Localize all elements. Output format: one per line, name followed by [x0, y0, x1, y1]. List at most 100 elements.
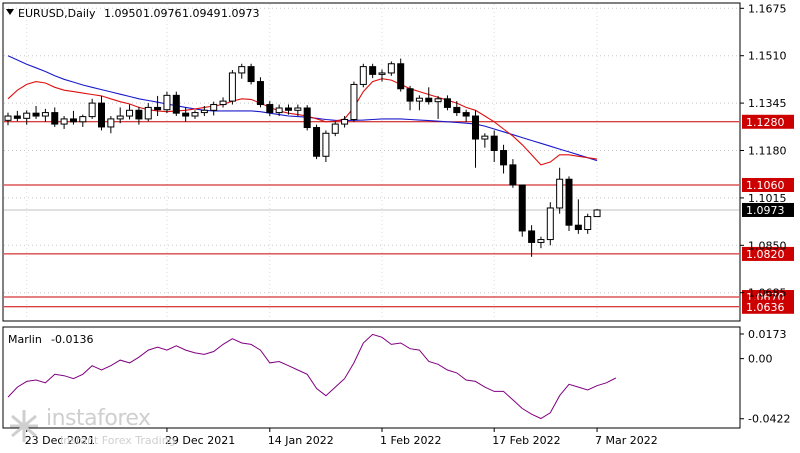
candle-bear — [266, 104, 274, 114]
candle-bear — [406, 88, 414, 102]
level-label: 1.0820 — [746, 248, 785, 261]
price-tick-label: 1.0850 — [748, 239, 787, 252]
level-label-box — [742, 299, 794, 314]
candle-bull — [191, 112, 199, 117]
candle-bull — [378, 72, 386, 75]
marlin-indicator — [7, 333, 617, 420]
candle-bull — [126, 109, 134, 117]
price-tick-label: 1.1675 — [748, 2, 787, 15]
candle-bear — [313, 127, 321, 157]
candle-bear — [98, 102, 105, 128]
candle-bull — [107, 118, 115, 128]
candle-bull — [41, 112, 49, 117]
instaforex-logo-icon — [10, 410, 38, 442]
candle-bear — [518, 184, 526, 232]
indicator-tick-label: 0.00 — [748, 353, 773, 366]
moving-averages — [7, 55, 598, 166]
ohlc-open: 1.0950 — [104, 7, 143, 20]
candle-bull — [116, 115, 124, 120]
candle-bull — [593, 209, 601, 218]
candle-bull — [341, 118, 349, 125]
level-label-box — [742, 177, 794, 192]
candle-bear — [256, 81, 264, 106]
ohlc-high: 1.0976 — [143, 7, 182, 20]
candle-bull — [23, 112, 31, 119]
indicator-name: Marlin — [8, 333, 42, 346]
candle-bear — [472, 115, 479, 140]
level-label-box — [742, 246, 794, 261]
candle-bull — [322, 132, 330, 157]
level-label-box — [742, 114, 794, 129]
candle-bear — [500, 150, 508, 166]
symbol-label: EURUSD,Daily — [18, 7, 96, 20]
candle-bear — [528, 230, 536, 243]
candle-bull — [546, 207, 554, 241]
candle-bear — [13, 115, 21, 119]
candle-bear — [172, 94, 180, 114]
time-tick-label: 29 Dec 2021 — [165, 434, 235, 447]
candle-bear — [453, 106, 461, 114]
candle-bear — [247, 66, 255, 83]
indicator-value: -0.0136 — [51, 333, 93, 346]
instaforex-watermark: instaforex Instant Forex Trading — [2, 404, 182, 452]
candle-bear — [154, 106, 162, 111]
candle-bull — [228, 72, 236, 102]
candle-bull — [481, 135, 489, 140]
ohlc-low: 1.0949 — [182, 7, 221, 20]
candle-bull — [387, 63, 395, 74]
candle-bull — [359, 66, 367, 85]
candle-bull — [331, 123, 339, 134]
candle-bear — [462, 112, 470, 117]
candle-bull — [584, 216, 592, 231]
candle-bear — [443, 98, 451, 108]
candle-bear — [69, 118, 77, 123]
candle-bear — [565, 178, 573, 226]
candle-bull — [537, 239, 545, 243]
watermark-tagline: Instant Forex Trading — [60, 434, 176, 447]
candle-bull — [79, 116, 87, 123]
current-price-label: 1.0973 — [746, 204, 785, 217]
candle-bull — [556, 178, 564, 209]
time-tick-label: 17 Feb 2022 — [492, 434, 560, 447]
time-tick-label: 1 Feb 2022 — [380, 434, 441, 447]
candles — [4, 58, 601, 257]
candle-bear — [32, 112, 40, 117]
indicator-pane — [2, 326, 741, 429]
candle-bull — [144, 106, 152, 120]
ma-red-line — [7, 78, 598, 166]
candle-bull — [434, 98, 442, 103]
marlin-line — [7, 333, 617, 420]
candle-bull — [88, 102, 96, 118]
axes: 1.1675 1.1510 1.1345 1.1180 1.1015 1.0850 1.06… — [25, 2, 791, 447]
indicator-tick-label: 0.0173 — [748, 328, 787, 341]
candle-bear — [369, 66, 377, 75]
candle-bull — [4, 115, 12, 121]
candle-bull — [219, 100, 227, 106]
candle-bull — [275, 107, 283, 114]
time-tick-label: 14 Jan 2022 — [268, 434, 334, 447]
candle-bull — [294, 107, 302, 111]
level-label: 1.1280 — [746, 116, 785, 129]
candle-bull — [238, 66, 246, 74]
candle-bull — [210, 104, 218, 111]
grid — [4, 4, 739, 320]
candle-bear — [182, 112, 190, 117]
time-tick-label: 23 Dec 2021 — [25, 434, 95, 447]
ohlc-close: 1.0973 — [221, 7, 260, 20]
current-price-box — [742, 202, 794, 217]
candle-bear — [303, 107, 311, 129]
candle-bear — [509, 164, 517, 186]
price-tick-label: 1.1180 — [748, 145, 787, 158]
ma-blue-line — [7, 55, 598, 162]
candle-bear — [135, 109, 143, 120]
price-tick-label: 1.1015 — [748, 192, 787, 205]
symbol-menu-icon[interactable] — [6, 9, 14, 15]
candle-bull — [163, 94, 171, 111]
level-label: 1.1060 — [746, 179, 785, 192]
price-tick-label: 1.1510 — [748, 50, 787, 63]
candle-bear — [51, 112, 59, 125]
price-tick-label: 1.0685 — [748, 287, 787, 300]
candle-bear — [425, 97, 433, 103]
